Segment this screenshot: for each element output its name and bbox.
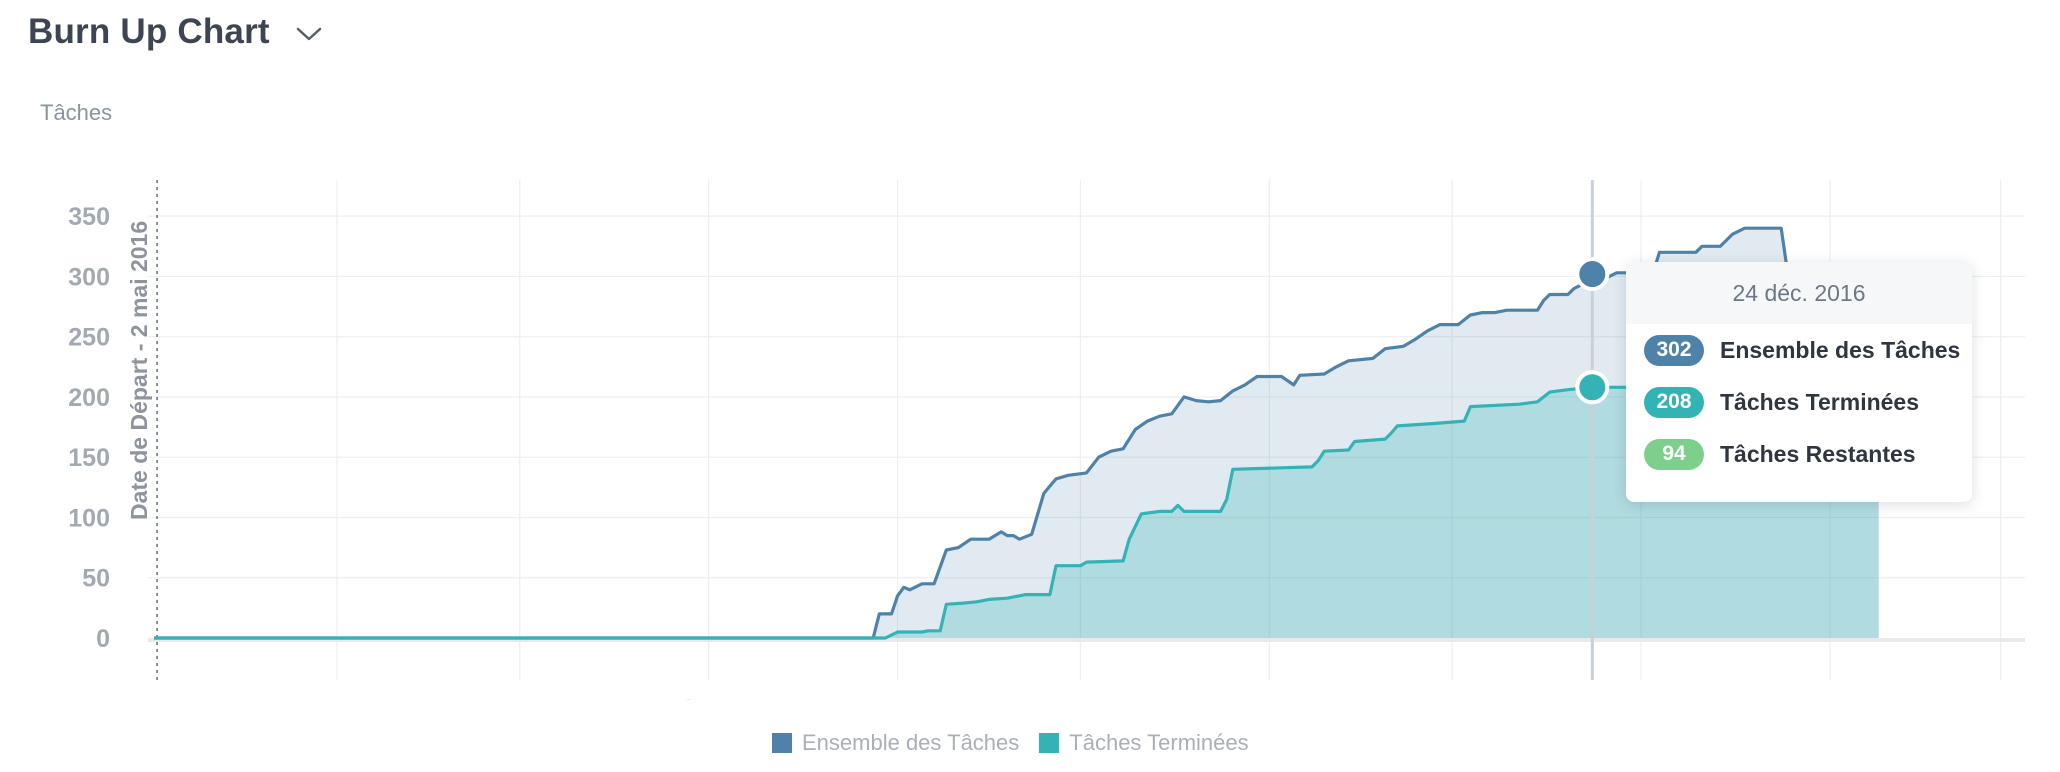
chevron-down-icon[interactable] — [292, 17, 326, 51]
tooltip-row-done: 208 Tâches Terminées — [1626, 376, 1972, 428]
y-tick-label: 0 — [96, 625, 110, 653]
x-tick-label: sept. 1, 16 — [840, 697, 956, 700]
legend-swatch-total — [772, 733, 792, 753]
hover-point-done[interactable] — [1575, 370, 1610, 405]
y-tick-label: 150 — [68, 444, 110, 472]
legend-label-total: Ensemble des Tâches — [802, 730, 1020, 755]
y-tick-label: 50 — [82, 565, 110, 593]
total-series-line — [154, 226, 1879, 640]
legend-swatch-done — [1039, 733, 1060, 753]
tooltip-badge-total: 302 — [1644, 334, 1704, 366]
tooltip-badge-remaining: 94 — [1644, 438, 1704, 470]
done-series-line — [154, 378, 1879, 640]
tooltip-label-remaining: Tâches Restantes — [1720, 440, 1916, 467]
start-date-label: Date de Départ - 2 mai 2016 — [126, 221, 152, 520]
x-tick-label: mars 1, 1 — [1949, 697, 2053, 700]
legend-item-total[interactable]: Ensemble des Tâches — [772, 730, 1019, 756]
y-tick-label: 250 — [68, 324, 110, 352]
tooltip-label-total: Ensemble des Tâches — [1720, 336, 1961, 363]
x-tick-label: oct. 1, 16 — [1029, 697, 1132, 700]
y-tick-label: 300 — [68, 263, 110, 291]
x-tick-label: août 1, 16 — [653, 697, 764, 700]
hover-point-total[interactable] — [1575, 257, 1610, 292]
x-tick-label: juin 1, 16 — [285, 697, 389, 700]
tooltip-badge-done: 208 — [1644, 386, 1704, 418]
chart-legend: Ensemble des Tâches Tâches Terminées — [772, 730, 1249, 756]
tooltip-date: 24 déc. 2016 — [1626, 262, 1972, 324]
x-tick-label: janv. 1, 17 — [1584, 697, 1698, 700]
chart-header: Burn Up Chart — [28, 12, 326, 52]
x-tick-label: déc. 1, 16 — [1398, 697, 1506, 700]
tooltip-row-remaining: 94 Tâches Restantes — [1626, 428, 1972, 480]
tooltip-row-total: 302 Ensemble des Tâches — [1626, 324, 1972, 376]
x-tick-label: juil. 1, 16 — [468, 697, 570, 700]
total-area — [154, 228, 1879, 638]
tooltip-label-done: Tâches Terminées — [1720, 388, 1920, 415]
done-area — [154, 380, 1879, 638]
y-tick-label: 200 — [68, 384, 110, 412]
y-tick-label: 350 — [68, 203, 110, 231]
page-title: Burn Up Chart — [28, 12, 270, 51]
y-tick-label: 100 — [68, 504, 110, 532]
legend-item-done[interactable]: Tâches Terminées — [1039, 730, 1249, 756]
legend-label-done: Tâches Terminées — [1069, 730, 1249, 755]
x-tick-label: févr. 1, 17 — [1775, 697, 1884, 700]
chart-tooltip: 24 déc. 2016 302 Ensemble des Tâches 208… — [1626, 262, 1972, 502]
y-axis-title: Tâches — [40, 100, 113, 125]
x-tick-label: nov. 1, 16 — [1216, 697, 1324, 700]
